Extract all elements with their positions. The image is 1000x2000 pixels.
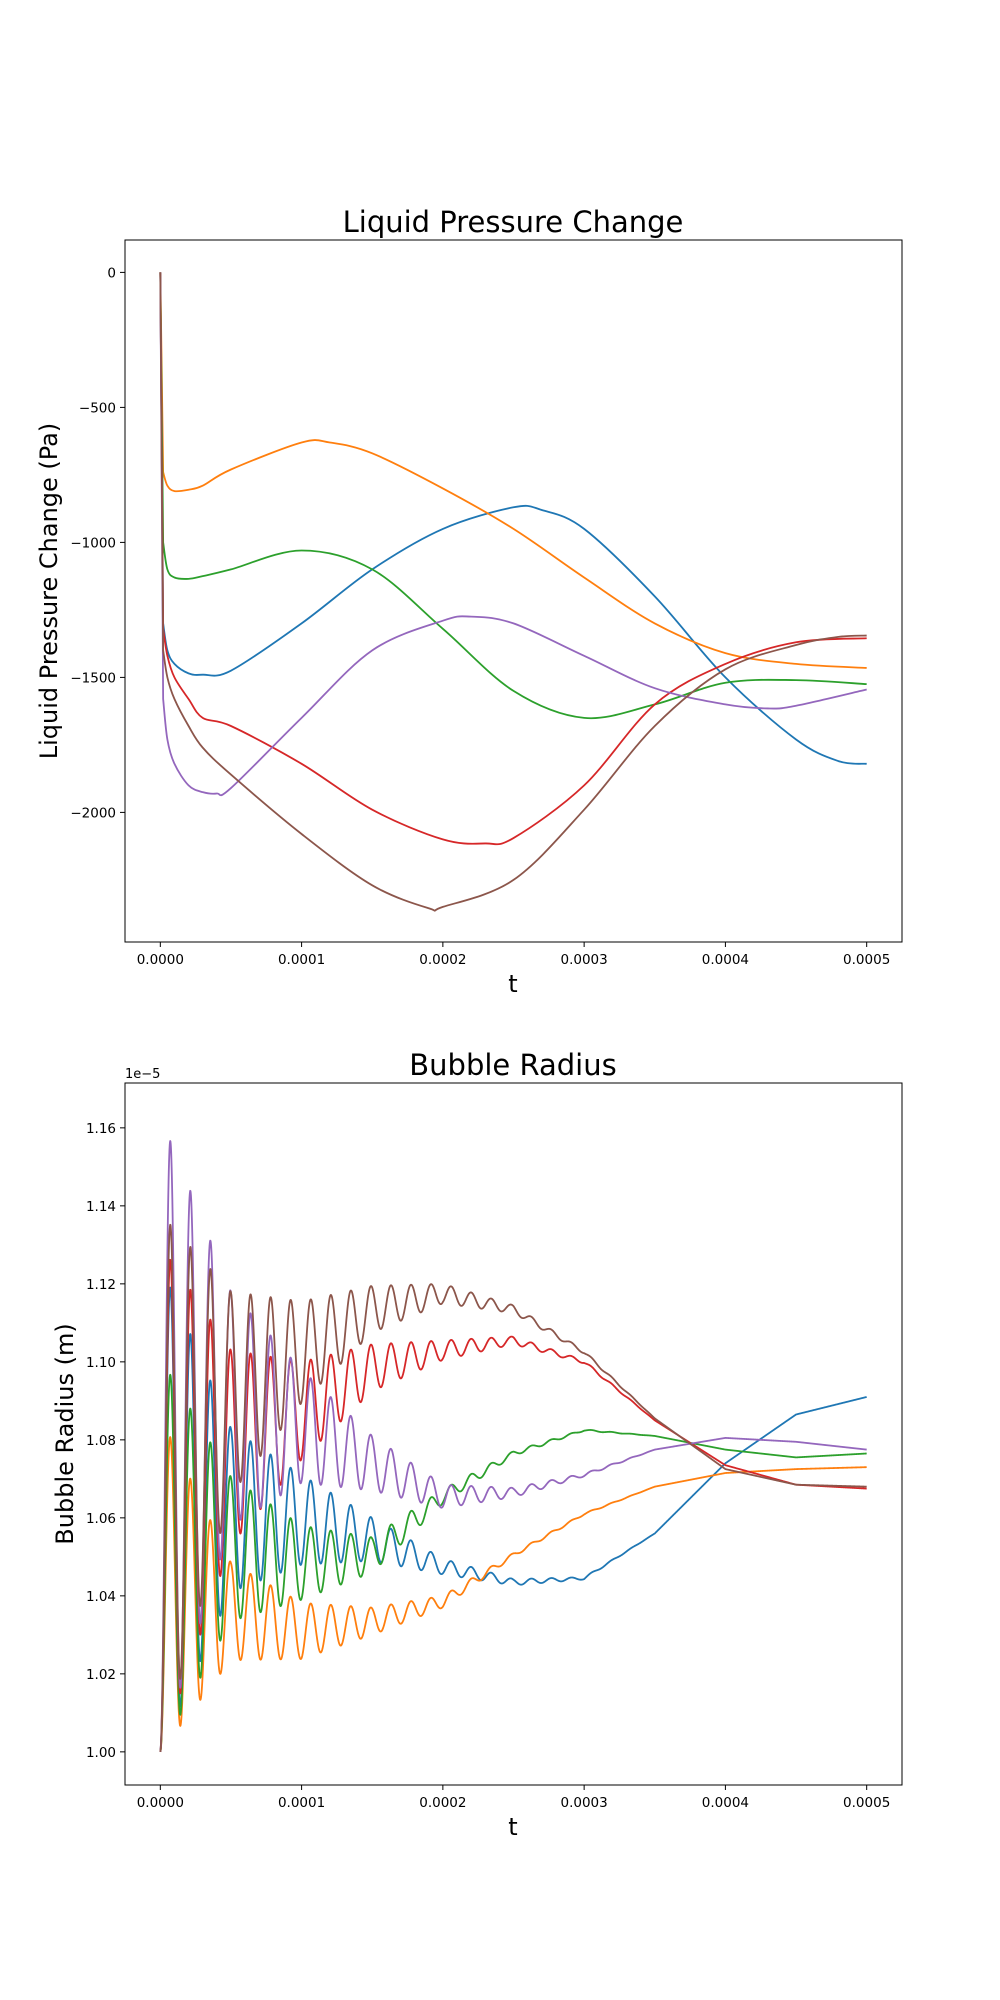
y-offset-text: 1e−5 (125, 1067, 160, 1082)
series-line-1 (159, 1286, 868, 1753)
y-tick-label: 1.00 (86, 1745, 116, 1761)
x-ticks: 0.0000 0.0001 0.0002 0.0003 0.0004 0.0005 (137, 942, 890, 968)
x-tick-label: 0.0003 (561, 952, 608, 968)
plot-frame (124, 1082, 903, 1786)
y-tick-label: 1.12 (86, 1277, 116, 1293)
x-tick-label: 0.0001 (278, 952, 325, 968)
series-line-3 (159, 272, 867, 720)
y-tick-label: 1.06 (86, 1511, 116, 1527)
x-tick-label: 0.0000 (137, 952, 184, 968)
y-ticks: 0 −500 −1000 −1500 −2000 (70, 265, 125, 821)
y-tick-label: 1.02 (86, 1667, 116, 1683)
chart-title: Liquid Pressure Change (343, 205, 684, 239)
series-line-5 (159, 1140, 868, 1752)
y-tick-label: 1.08 (86, 1433, 116, 1449)
y-tick-label: 1.16 (86, 1121, 116, 1137)
x-axis-label: t (508, 1813, 517, 1841)
x-tick-label: 0.0003 (561, 1795, 608, 1811)
x-ticks: 0.0000 0.0001 0.0002 0.0003 0.0004 0.0005 (137, 1785, 890, 1811)
series-line-3 (159, 1373, 868, 1753)
series-layer (159, 1140, 868, 1753)
plot-frame (124, 239, 903, 943)
radius-chart: Bubble Radius 1e−5 0.0000 0.0001 0.0002 0.0… (51, 1048, 903, 1841)
y-tick-label: 1.14 (86, 1199, 116, 1215)
x-tick-label: 0.0004 (702, 1795, 749, 1811)
x-axis-label: t (508, 970, 517, 998)
x-tick-label: 0.0005 (843, 952, 890, 968)
y-axis-label: Liquid Pressure Change (Pa) (35, 423, 63, 759)
y-tick-label: −500 (79, 400, 116, 416)
series-line-6 (159, 272, 867, 912)
y-tick-label: −1000 (70, 535, 116, 551)
pressure-chart: Liquid Pressure Change 0.0000 0.0001 0.000… (35, 205, 903, 998)
y-tick-label: 1.04 (86, 1589, 116, 1605)
series-line-5 (159, 272, 867, 797)
x-tick-label: 0.0001 (278, 1795, 325, 1811)
y-ticks: 1.00 1.02 1.04 1.06 1.08 1.10 1.12 1.14 1.16 (86, 1121, 125, 1761)
x-tick-label: 0.0002 (419, 952, 466, 968)
y-tick-label: 1.10 (86, 1355, 116, 1371)
x-tick-label: 0.0002 (419, 1795, 466, 1811)
series-layer (159, 272, 867, 912)
series-line-4 (159, 272, 867, 846)
series-line-6 (159, 1223, 868, 1752)
chart-title: Bubble Radius (409, 1048, 616, 1082)
y-tick-label: −1500 (70, 670, 116, 686)
series-line-1 (159, 272, 867, 765)
x-tick-label: 0.0000 (137, 1795, 184, 1811)
y-tick-label: −2000 (70, 805, 116, 821)
y-tick-label: 0 (107, 265, 116, 281)
x-tick-label: 0.0004 (702, 952, 749, 968)
x-tick-label: 0.0005 (843, 1795, 890, 1811)
y-axis-label: Bubble Radius (m) (51, 1323, 79, 1544)
series-line-2 (159, 272, 867, 669)
